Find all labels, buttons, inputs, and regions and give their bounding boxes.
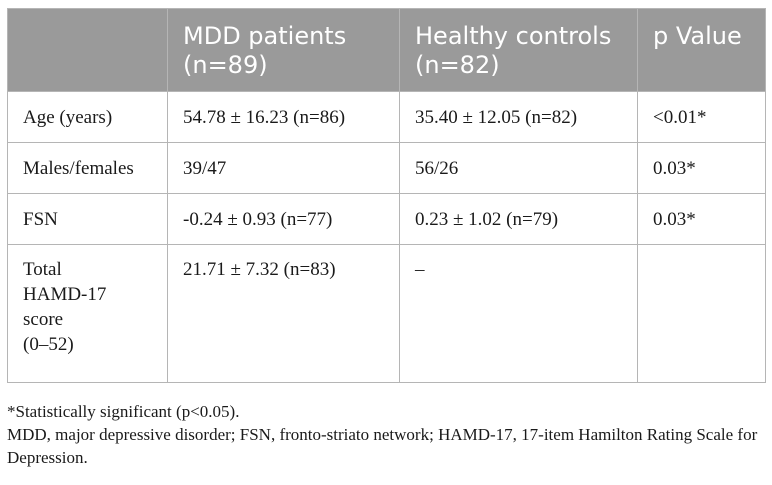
abbreviations-footnote: MDD, major depressive disorder; FSN, fro…: [7, 425, 758, 467]
header-cell-healthy-controls: Healthy controls (n=82): [399, 8, 638, 92]
row-label-hamd-line: (0–52): [23, 334, 74, 355]
header-cell-mdd: MDD patients (n=89): [167, 8, 400, 92]
row-label-hamd-line: score: [23, 309, 64, 330]
significance-footnote: *Statistically significant (p<0.05).: [7, 402, 240, 421]
table-body: Age (years) 54.78 ± 16.23 (n=86) 35.40 ±…: [7, 91, 766, 383]
cell-hc-age: 35.40 ± 12.05 (n=82): [399, 91, 638, 143]
row-label-hamd-line: Total: [23, 259, 62, 280]
row-label-sex: Males/females: [7, 142, 168, 194]
cell-mdd-hamd: 21.71 ± 7.32 (n=83): [167, 244, 400, 383]
cell-mdd-age: 54.78 ± 16.23 (n=86): [167, 91, 400, 143]
cell-hc-hamd: –: [399, 244, 638, 383]
cell-hc-fsn: 0.23 ± 1.02 (n=79): [399, 193, 638, 245]
row-label-age: Age (years): [7, 91, 168, 143]
cell-p-fsn: 0.03*: [637, 193, 766, 245]
cell-p-hamd: [637, 244, 766, 383]
cell-p-age: <0.01*: [637, 91, 766, 143]
table-row: FSN -0.24 ± 0.93 (n=77) 0.23 ± 1.02 (n=7…: [7, 193, 766, 245]
cell-hc-sex: 56/26: [399, 142, 638, 194]
cell-mdd-sex: 39/47: [167, 142, 400, 194]
header-row: MDD patients (n=89) Healthy controls (n=…: [7, 8, 766, 92]
cell-mdd-fsn: -0.24 ± 0.93 (n=77): [167, 193, 400, 245]
table-footnotes: *Statistically significant (p<0.05). MDD…: [7, 400, 769, 469]
demographics-table: MDD patients (n=89) Healthy controls (n=…: [7, 8, 766, 383]
header-cell-empty: [7, 8, 168, 92]
table-header: MDD patients (n=89) Healthy controls (n=…: [7, 8, 766, 92]
table-row: Age (years) 54.78 ± 16.23 (n=86) 35.40 ±…: [7, 91, 766, 143]
header-cell-p-value: p Value: [637, 8, 766, 92]
demographics-table-container: MDD patients (n=89) Healthy controls (n=…: [7, 8, 766, 383]
table-row: Males/females 39/47 56/26 0.03*: [7, 142, 766, 194]
cell-p-sex: 0.03*: [637, 142, 766, 194]
row-label-hamd: Total HAMD-17 score (0–52): [7, 244, 168, 383]
row-label-fsn: FSN: [7, 193, 168, 245]
row-label-hamd-line: HAMD-17: [23, 284, 107, 305]
table-row: Total HAMD-17 score (0–52) 21.71 ± 7.32 …: [7, 244, 766, 383]
